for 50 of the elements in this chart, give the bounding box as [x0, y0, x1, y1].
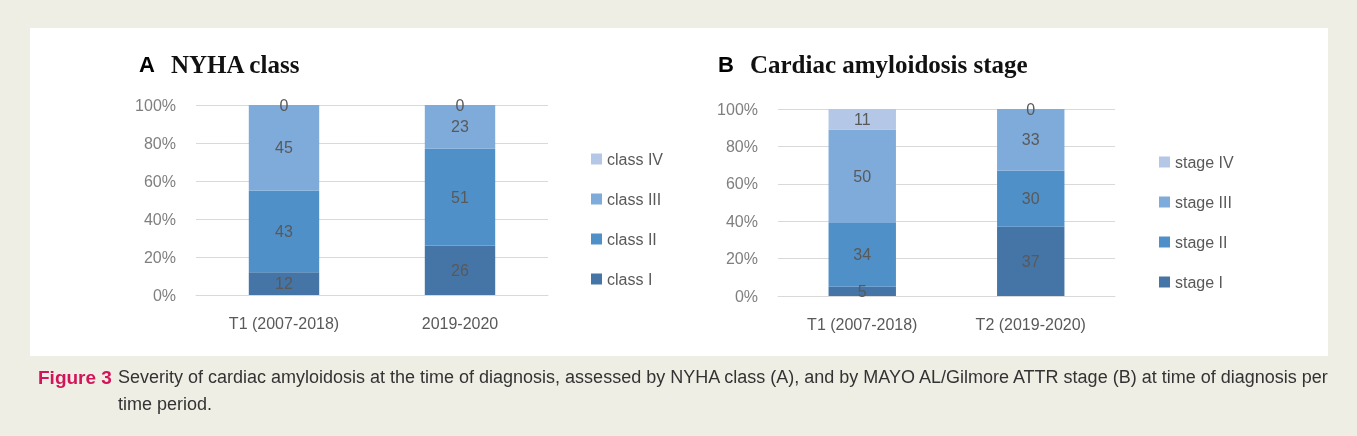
data-label: 23 [451, 118, 469, 136]
bar [828, 109, 896, 130]
data-label: 34 [853, 246, 872, 264]
data-label: 33 [1021, 131, 1040, 149]
y-tick-label: 100% [135, 96, 176, 114]
bar [424, 148, 496, 246]
data-label: 26 [451, 261, 469, 279]
y-tick-label: 0% [152, 286, 176, 304]
legend-label: stage I [1175, 273, 1224, 291]
data-label: 37 [1021, 252, 1040, 270]
y-tick-label: 100% [717, 100, 758, 118]
y-tick-label: 0% [734, 287, 758, 305]
data-label: 12 [275, 275, 293, 293]
data-label: 11 [853, 110, 871, 128]
y-tick-label: 60% [143, 172, 176, 190]
y-tick-label: 40% [143, 210, 176, 228]
chart-title: B Cardiac amyloidosis stage [718, 51, 1028, 78]
data-label: 5 [857, 282, 867, 300]
bar [828, 223, 896, 287]
bar [424, 245, 496, 295]
y-tick-label: 60% [725, 175, 758, 193]
y-tick-label: 40% [725, 212, 758, 230]
y-tick-label: 20% [143, 248, 176, 266]
legend-label: class II [607, 230, 657, 248]
bar [248, 190, 320, 273]
legend-label: stage IV [1175, 153, 1235, 171]
legend-label: class IV [607, 150, 664, 168]
chart-title: A NYHA class [139, 51, 300, 78]
bar [997, 170, 1065, 227]
text: Severity of cardiac amyloidosis at the time of diagnosis, assessed by NYHA class (A), and by MAYO AL/Gilmore ATTR stage (B) at time of diagnosis per time period. [117, 366, 1329, 416]
y-tick-label: 80% [725, 137, 758, 155]
x-tick-label: 2019-2020 [421, 314, 499, 332]
bar [828, 129, 896, 224]
data-label: 51 [451, 188, 469, 206]
data-label: 43 [275, 222, 293, 240]
x-tick-label: T2 (2019-2020) [975, 315, 1086, 333]
y-tick-label: 20% [725, 250, 758, 268]
legend-label: class I [607, 270, 653, 288]
data-label: 50 [853, 167, 872, 185]
bar [997, 226, 1065, 296]
x-tick-label: T1 (2007-2018) [228, 314, 340, 332]
legend-label: class III [607, 190, 662, 208]
caption: Figure 3 [38, 366, 112, 390]
data-label: 30 [1021, 190, 1040, 208]
data-label: 45 [275, 139, 293, 157]
bar [248, 272, 320, 295]
legend-label: stage III [1175, 193, 1232, 211]
x-tick-label: T1 (2007-2018) [807, 315, 918, 333]
y-tick-label: 80% [143, 134, 176, 152]
legend-label: stage II [1175, 233, 1228, 251]
